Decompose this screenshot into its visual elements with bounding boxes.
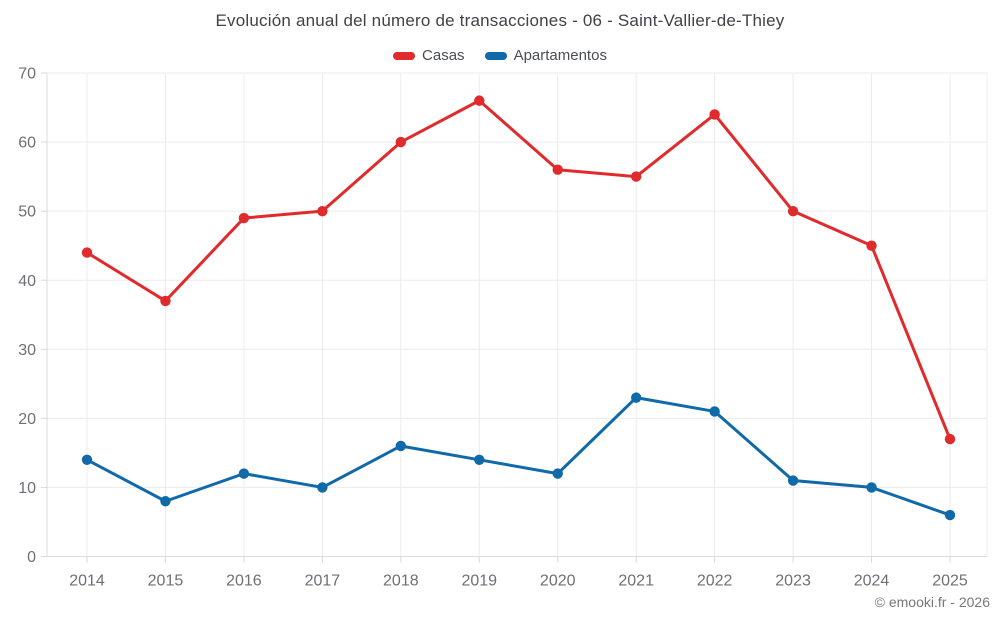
svg-text:50: 50 <box>18 204 36 221</box>
data-point-marker <box>81 247 93 258</box>
legend-label-casas: Casas <box>422 47 465 64</box>
svg-text:2014: 2014 <box>69 573 105 590</box>
svg-text:2018: 2018 <box>383 573 419 590</box>
svg-text:2015: 2015 <box>148 573 184 590</box>
svg-text:2019: 2019 <box>461 573 497 590</box>
data-point-marker <box>787 475 799 486</box>
svg-text:70: 70 <box>18 66 36 83</box>
data-point-marker <box>317 482 328 493</box>
copyright-footer: © emooki.fr - 2026 <box>874 594 990 610</box>
apartamentos-series-swatch-icon <box>484 51 507 60</box>
casas-series-swatch-icon <box>393 51 416 60</box>
series-apartamentos <box>81 392 956 521</box>
svg-text:2022: 2022 <box>697 573 733 590</box>
y-axis-tick-labels: 0 10 20 30 40 50 60 70 <box>18 66 36 566</box>
chart-title: Evolución anual del número de transaccio… <box>215 11 785 30</box>
svg-text:20: 20 <box>18 411 36 428</box>
data-point-marker <box>630 171 642 182</box>
data-point-marker <box>630 392 642 403</box>
data-point-marker <box>787 205 799 217</box>
data-point-marker <box>81 454 93 465</box>
series-casas <box>81 95 956 445</box>
data-point-marker <box>395 136 407 148</box>
svg-text:40: 40 <box>18 273 36 290</box>
svg-text:2020: 2020 <box>540 573 576 590</box>
svg-text:2023: 2023 <box>775 573 811 590</box>
axes <box>41 72 987 563</box>
svg-text:30: 30 <box>18 342 36 359</box>
data-point-marker <box>709 406 720 417</box>
svg-text:2021: 2021 <box>618 573 654 590</box>
svg-text:2024: 2024 <box>854 573 890 590</box>
data-point-marker <box>474 95 485 106</box>
series-line <box>85 396 952 517</box>
data-point-marker <box>238 212 250 224</box>
legend-item-casas[interactable]: Casas <box>393 47 465 64</box>
chart-legend: Casas Apartamentos <box>0 47 1000 64</box>
data-point-marker <box>160 295 171 307</box>
x-axis-tick-labels: 2014 2015 2016 2017 2018 2019 2020 2021 2022 2023… <box>69 573 968 590</box>
data-point-marker <box>474 454 485 465</box>
data-point-marker <box>552 468 563 479</box>
svg-text:2017: 2017 <box>305 573 341 590</box>
svg-text:2025: 2025 <box>932 573 968 590</box>
data-point-marker <box>160 496 171 507</box>
data-point-marker <box>866 240 877 251</box>
data-point-marker <box>317 205 328 217</box>
data-point-marker <box>395 440 407 452</box>
data-point-marker <box>709 109 720 120</box>
data-point-marker <box>944 433 956 445</box>
svg-text:10: 10 <box>18 480 36 497</box>
legend-item-apartamentos[interactable]: Apartamentos <box>484 47 607 64</box>
svg-text:60: 60 <box>18 135 36 152</box>
data-point-marker <box>552 164 563 175</box>
data-point-marker <box>238 468 250 479</box>
svg-text:2016: 2016 <box>226 573 262 590</box>
svg-text:0: 0 <box>27 549 36 566</box>
data-point-marker <box>866 482 877 493</box>
series-line <box>85 99 952 441</box>
legend-label-apartamentos: Apartamentos <box>513 47 607 64</box>
data-point-marker <box>944 509 956 521</box>
